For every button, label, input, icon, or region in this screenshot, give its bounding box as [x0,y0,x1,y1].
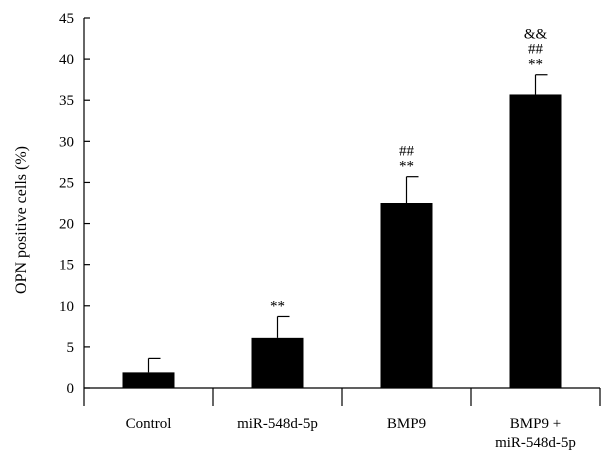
significance-marker: ** [399,159,414,175]
significance-marker: ** [528,57,543,73]
y-tick-label: 35 [59,93,74,109]
x-axis [83,387,601,406]
y-axis-label: OPN positive cells (%) [13,146,30,294]
y-tick-label: 20 [59,217,74,233]
x-category-label: Control [126,416,172,432]
y-axis: 0 5 10 15 20 25 30 35 40 45 [59,11,90,397]
y-tick-label: 0 [67,381,75,397]
significance-markers: **##**&&##** [270,27,547,315]
category-labels: Control miR-548d-5p BMP9 BMP9 + miR-548d-5p [126,416,576,451]
y-tick-label: 15 [59,258,74,274]
y-tick-label: 45 [59,11,74,27]
x-category-label: BMP9 [387,416,426,432]
bar [251,337,304,388]
bar [380,203,433,388]
y-tick-label: 25 [59,175,74,191]
x-category-label: miR-548d-5p [495,435,576,451]
bar [509,94,562,388]
bars [122,94,562,388]
error-bars [147,74,548,373]
y-tick-label: 10 [59,299,74,315]
significance-marker: ## [528,42,544,58]
y-tick-label: 40 [59,52,74,68]
x-category-label: miR-548d-5p [237,416,318,432]
bar [122,372,175,388]
y-tick-label: 30 [59,134,74,150]
significance-marker: && [524,27,548,43]
significance-marker: ## [399,144,415,160]
y-tick-label: 5 [67,340,75,356]
x-category-label: BMP9 + [510,416,561,432]
significance-marker: ** [270,298,285,314]
